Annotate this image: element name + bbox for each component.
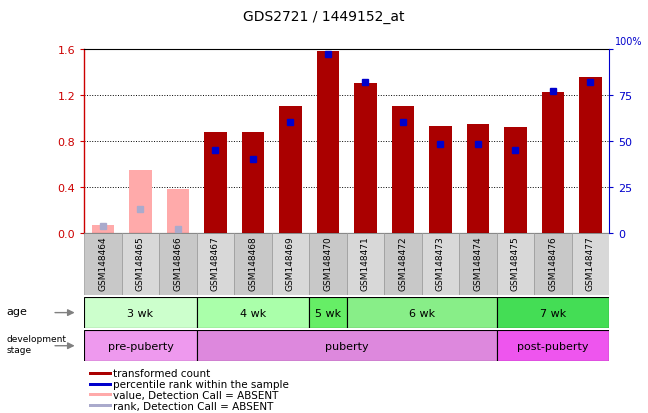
Bar	[89, 372, 111, 375]
Text: 7 wk: 7 wk	[540, 308, 566, 318]
Bar	[504, 128, 527, 233]
Bar	[422, 233, 459, 295]
Text: percentile rank within the sample: percentile rank within the sample	[113, 379, 289, 389]
Bar	[459, 233, 496, 295]
Text: GSM148473: GSM148473	[436, 236, 445, 290]
Text: GSM148470: GSM148470	[323, 236, 332, 290]
Bar	[89, 382, 111, 386]
Bar	[354, 84, 376, 233]
Bar	[167, 190, 189, 233]
Bar	[197, 330, 496, 361]
Bar	[272, 233, 309, 295]
Bar	[204, 132, 227, 233]
Bar	[317, 52, 339, 233]
Bar	[467, 124, 489, 233]
Bar	[84, 330, 197, 361]
Bar	[242, 132, 264, 233]
Text: GSM148477: GSM148477	[586, 236, 595, 290]
Text: GSM148475: GSM148475	[511, 236, 520, 290]
Bar	[496, 233, 534, 295]
Text: pre-puberty: pre-puberty	[108, 341, 174, 351]
Bar	[542, 93, 564, 233]
Bar	[572, 233, 609, 295]
Text: age: age	[6, 306, 28, 316]
Text: 5 wk: 5 wk	[315, 308, 341, 318]
Text: GSM148468: GSM148468	[248, 236, 257, 290]
Text: 6 wk: 6 wk	[409, 308, 435, 318]
Text: GDS2721 / 1449152_at: GDS2721 / 1449152_at	[243, 10, 405, 24]
Text: transformed count: transformed count	[113, 368, 211, 378]
Text: GSM148469: GSM148469	[286, 236, 295, 290]
Text: GSM148464: GSM148464	[98, 236, 108, 290]
Bar	[129, 170, 152, 233]
Bar	[496, 297, 609, 328]
Bar	[84, 297, 197, 328]
Bar	[84, 233, 122, 295]
Bar	[89, 394, 111, 396]
Bar	[234, 233, 272, 295]
Text: GSM148467: GSM148467	[211, 236, 220, 290]
Bar	[89, 404, 111, 407]
Bar	[309, 233, 347, 295]
Text: post-puberty: post-puberty	[517, 341, 588, 351]
Text: GSM148476: GSM148476	[548, 236, 557, 290]
Bar	[429, 126, 452, 233]
Text: 100%: 100%	[615, 37, 642, 47]
Text: 4 wk: 4 wk	[240, 308, 266, 318]
Text: GSM148465: GSM148465	[136, 236, 145, 290]
Bar	[391, 107, 414, 233]
Bar	[347, 233, 384, 295]
Text: GSM148474: GSM148474	[474, 236, 482, 290]
Text: GSM148471: GSM148471	[361, 236, 370, 290]
Text: value, Detection Call = ABSENT: value, Detection Call = ABSENT	[113, 390, 279, 400]
Bar	[309, 297, 347, 328]
Text: puberty: puberty	[325, 341, 369, 351]
Bar	[122, 233, 159, 295]
Bar	[384, 233, 422, 295]
Text: GSM148466: GSM148466	[174, 236, 183, 290]
Text: 3 wk: 3 wk	[128, 308, 154, 318]
Bar	[92, 225, 114, 233]
Bar	[279, 107, 302, 233]
Bar	[197, 233, 234, 295]
Bar	[534, 233, 572, 295]
Bar	[197, 297, 309, 328]
Bar	[159, 233, 197, 295]
Text: development
stage: development stage	[6, 335, 67, 354]
Bar	[347, 297, 496, 328]
Bar	[579, 78, 601, 233]
Bar	[496, 330, 609, 361]
Text: rank, Detection Call = ABSENT: rank, Detection Call = ABSENT	[113, 401, 273, 411]
Text: GSM148472: GSM148472	[399, 236, 408, 290]
